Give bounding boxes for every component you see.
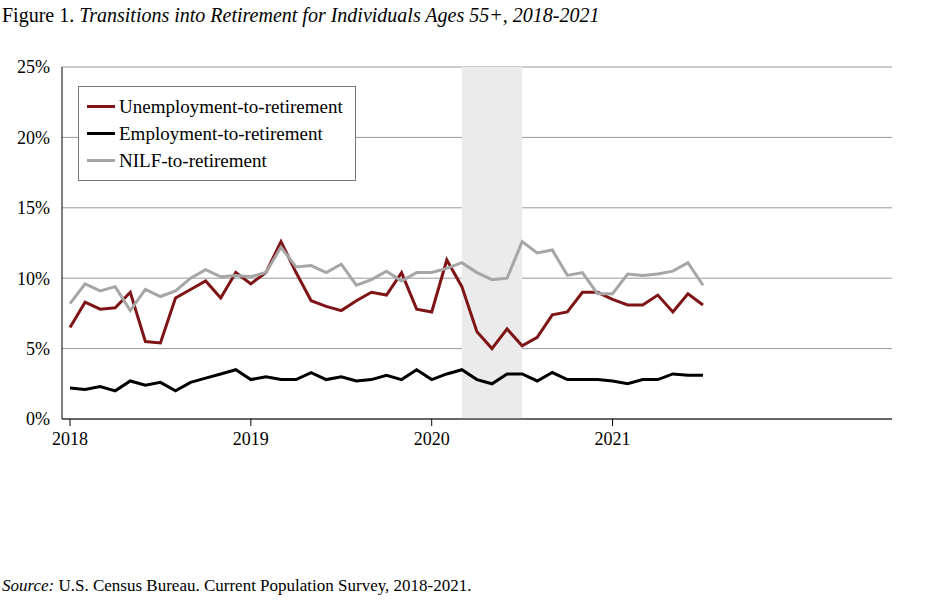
html-text:Source: U.S. Census Bureau. Cu: Source: U.S. Census Bureau. Current Popu… (2, 576, 472, 595)
html-text:Employment-to-retirement: Employment-to-retirement (119, 122, 323, 144)
svg-text:25%: 25% (17, 57, 50, 77)
svg-text:20%: 20% (17, 128, 50, 148)
svg-text:2020: 2020 (414, 429, 450, 449)
svg-text:10%: 10% (17, 269, 50, 289)
html-text:NILF-to-retirement: NILF-to-retirement (119, 149, 267, 171)
svg-text:15%: 15% (17, 198, 50, 218)
svg-text:0%: 0% (26, 409, 50, 429)
html-text:Unemployment-to-retirement: Unemployment-to-retirement (119, 95, 343, 117)
html-text:Figure 1. Transitions into Ret: Figure 1. Transitions into Retirement fo… (2, 4, 600, 26)
svg-text:2021: 2021 (595, 429, 631, 449)
svg-text:5%: 5% (26, 339, 50, 359)
svg-text:2018: 2018 (52, 429, 88, 449)
svg-text:2019: 2019 (233, 429, 269, 449)
